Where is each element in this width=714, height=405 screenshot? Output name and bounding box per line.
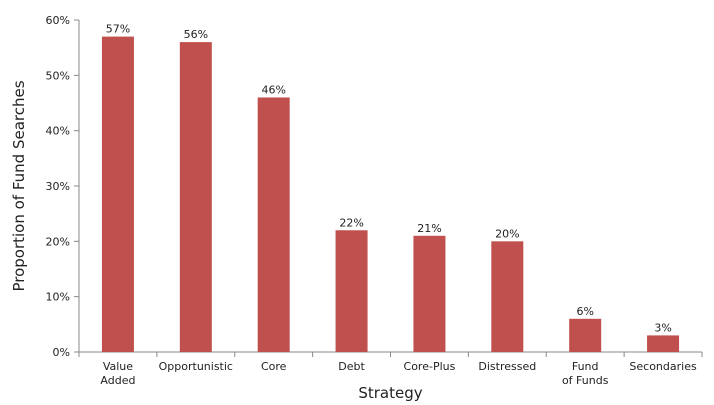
bars bbox=[101, 36, 680, 353]
category-label: Opportunistic bbox=[159, 360, 233, 373]
category-label: Secondaries bbox=[629, 360, 697, 373]
data-label: 20% bbox=[495, 227, 519, 240]
bar bbox=[101, 36, 134, 352]
y-tick-label: 30% bbox=[46, 180, 70, 193]
category-label: Debt bbox=[338, 360, 365, 373]
y-axis: 0% 10% 20% 30% 40% 50% 60% bbox=[46, 14, 80, 359]
y-tick-label: 10% bbox=[46, 291, 70, 304]
data-label: 56% bbox=[184, 28, 208, 41]
data-label: 22% bbox=[339, 216, 363, 229]
bar bbox=[413, 235, 446, 352]
y-tick-label: 40% bbox=[46, 125, 70, 138]
y-tick-label: 50% bbox=[46, 69, 70, 82]
data-label: 57% bbox=[106, 23, 130, 36]
category-label: Fund of Funds bbox=[562, 360, 609, 387]
y-axis-title: Proportion of Fund Searches bbox=[10, 80, 28, 291]
category-labels: Value Added Opportunistic Core Debt Core-Plus… bbox=[100, 360, 697, 387]
data-label: 21% bbox=[417, 222, 441, 235]
bar bbox=[179, 42, 212, 353]
data-label: 46% bbox=[261, 83, 285, 96]
x-axis bbox=[78, 351, 703, 357]
category-label: Distressed bbox=[478, 360, 536, 373]
bar bbox=[335, 230, 368, 352]
category-label: Value Added bbox=[100, 360, 135, 387]
data-label: 6% bbox=[576, 305, 593, 318]
y-tick-label: 60% bbox=[46, 14, 70, 27]
category-label: Core-Plus bbox=[404, 360, 456, 373]
y-tick-label: 0% bbox=[53, 346, 70, 359]
data-label: 3% bbox=[654, 321, 671, 334]
bar bbox=[647, 335, 680, 352]
bar bbox=[491, 241, 524, 352]
x-axis-title: Strategy bbox=[358, 384, 422, 402]
bar bbox=[569, 318, 602, 352]
bar bbox=[257, 97, 290, 352]
data-labels: 57% 56% 46% 22% 21% 20% 6% 3% bbox=[106, 23, 672, 335]
category-label: Core bbox=[261, 360, 287, 373]
y-tick-label: 20% bbox=[46, 235, 70, 248]
